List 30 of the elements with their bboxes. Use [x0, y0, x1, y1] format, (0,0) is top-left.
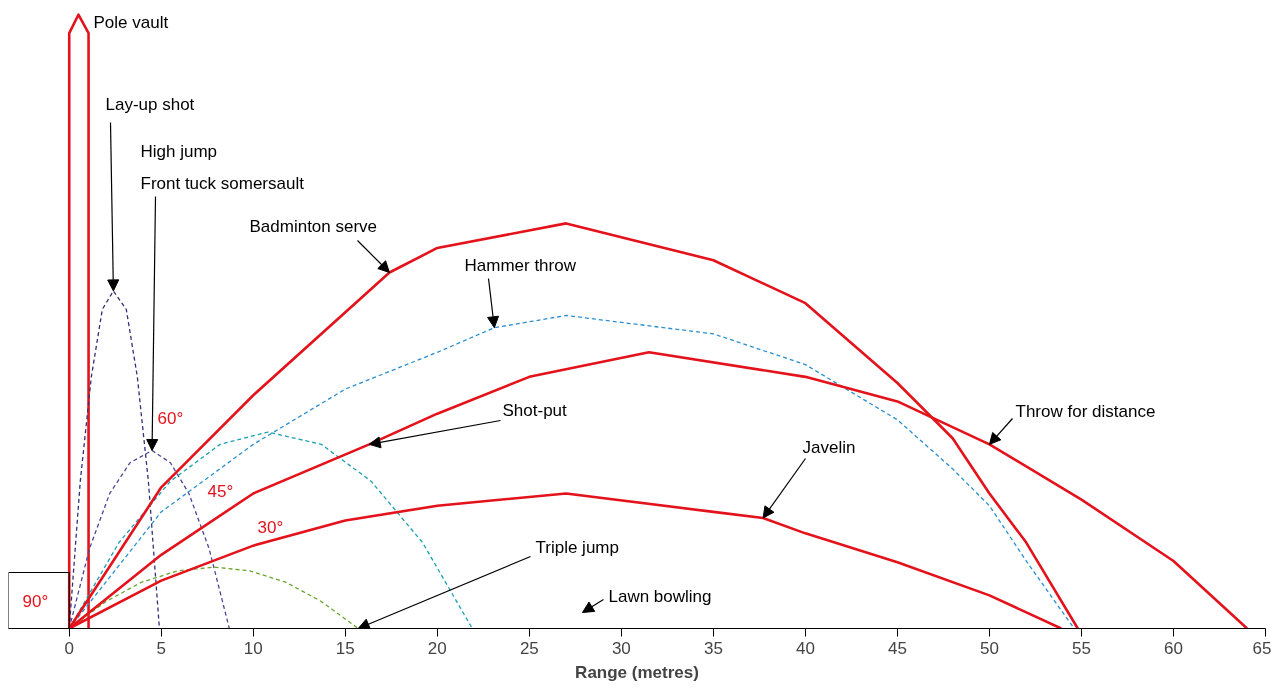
annotation: 60°: [157, 409, 184, 428]
annotation: Javelin: [802, 438, 856, 457]
annotation: Throw for distance: [1015, 402, 1156, 421]
annotation: 90°: [22, 592, 49, 611]
annotation: Lawn bowling: [608, 587, 712, 606]
x-tick-label: 15: [335, 638, 355, 658]
x-tick-label: 30: [611, 638, 631, 658]
annotation: Pole vault: [93, 13, 169, 32]
x-tick-label: 20: [427, 638, 447, 658]
x-tick-label: 45: [887, 638, 907, 658]
annotation: Badminton serve: [249, 217, 378, 236]
x-tick-label: 50: [979, 638, 999, 658]
x-tick-label: 0: [64, 638, 74, 658]
annotation: 30°: [257, 518, 284, 537]
x-tick-label: 10: [243, 638, 263, 658]
x-tick-label: 40: [795, 638, 815, 658]
annotation: 45°: [207, 482, 234, 501]
x-tick-label: 25: [519, 638, 539, 658]
annotation: High jump: [140, 142, 218, 161]
annotation: Lay-up shot: [105, 95, 195, 114]
annotation: Hammer throw: [464, 256, 577, 275]
annotation: Shot-put: [502, 401, 568, 420]
annotation: Front tuck somersault: [140, 174, 305, 193]
annotation: Triple jump: [535, 538, 619, 557]
x-tick-label: 35: [703, 638, 723, 658]
x-axis-title: Range (metres): [575, 662, 699, 682]
x-tick-label: 55: [1072, 638, 1091, 658]
x-tick-label: 60: [1164, 638, 1183, 658]
x-tick-label: 65: [1252, 638, 1271, 658]
x-tick-label: 5: [156, 638, 166, 658]
